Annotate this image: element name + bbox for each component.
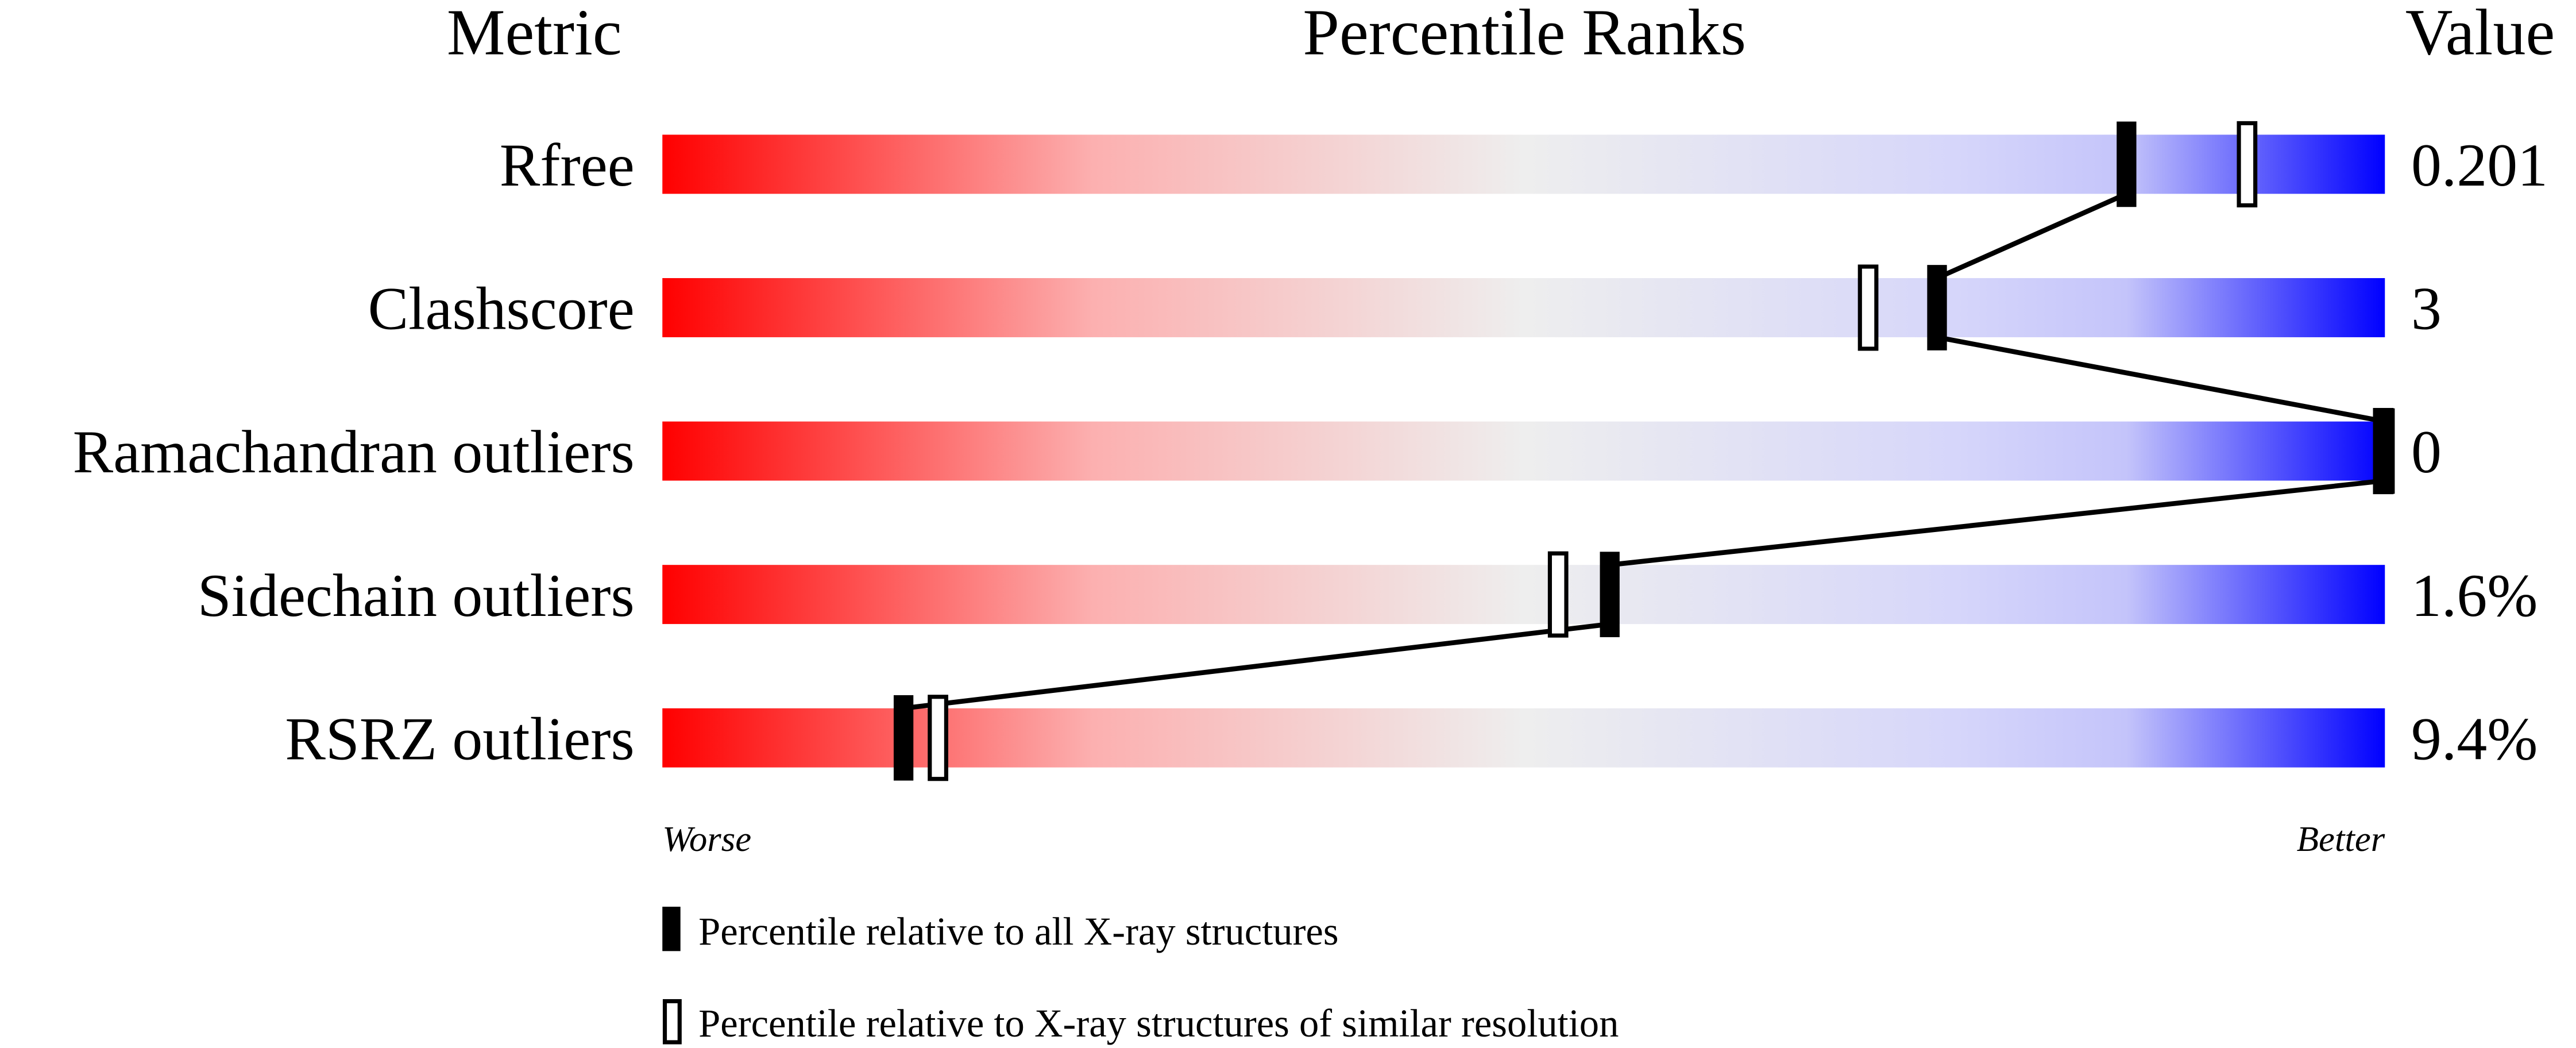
legend-all: Percentile relative to all X-ray structu… [698,910,1338,953]
marker-similar-resolution [1857,264,1879,351]
connector-line [1936,191,2128,280]
header-value: Value [2405,0,2555,68]
marker-similar-resolution [928,695,948,781]
better-label: Better [2297,819,2385,859]
connector-line [1609,478,2385,568]
metric-value: 9.4% [2411,705,2538,772]
percentile-bar [662,421,2385,481]
metric-label: Rfree [500,132,635,199]
percentile-bar [662,565,2385,625]
metric-value: 3 [2411,275,2442,342]
metric-label: Sidechain outliers [198,562,635,629]
metric-label: Ramachandran outliers [73,418,635,486]
legend-filled-marker-icon [662,907,681,951]
worse-label: Worse [662,819,751,859]
metric-label: Clashscore [368,275,635,342]
marker-all-structures [893,695,914,781]
connector-line [903,621,1611,711]
metric-label: RSRZ outliers [285,705,634,772]
percentile-bar [662,278,2385,337]
marker-all-structures [1600,552,1620,637]
connector-line [1936,334,2386,424]
metric-value: 0 [2411,418,2442,486]
marker-similar-resolution [1547,551,1569,638]
metric-value: 1.6% [2411,562,2538,629]
marker-all-structures [1927,265,1947,350]
marker-similar-resolution [2237,121,2258,207]
percentile-bar [662,134,2385,194]
header-percentile-ranks: Percentile Ranks [1303,0,1746,68]
legend-open-marker-icon [662,999,682,1045]
header-metric: Metric [447,0,622,68]
marker-all-structures [2117,121,2137,207]
marker-all-structures [2375,408,2395,494]
legend-similar: Percentile relative to X-ray structures … [698,1001,1619,1045]
metric-value: 0.201 [2411,132,2548,199]
percentile-bar [662,708,2385,768]
